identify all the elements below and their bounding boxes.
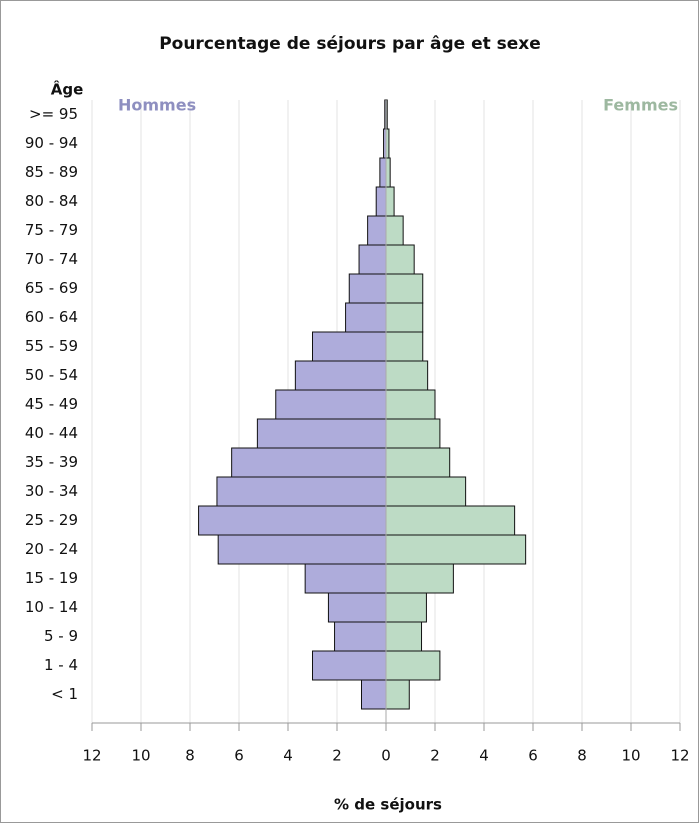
bar bbox=[385, 563, 454, 594]
y-tick-label: 1 - 4 bbox=[44, 656, 78, 674]
y-tick-label: 80 - 84 bbox=[25, 192, 78, 210]
bar bbox=[275, 389, 387, 420]
x-tick-label: 10 bbox=[621, 747, 640, 765]
x-tick-label: 4 bbox=[283, 747, 293, 765]
bar bbox=[198, 505, 387, 536]
bar bbox=[385, 215, 404, 246]
bar bbox=[304, 563, 387, 594]
y-tick-label: 35 - 39 bbox=[25, 453, 78, 471]
bar bbox=[385, 505, 516, 536]
x-tick-label: 0 bbox=[381, 747, 391, 765]
bar bbox=[358, 244, 387, 275]
bar bbox=[385, 273, 424, 304]
bar bbox=[361, 679, 387, 710]
bar bbox=[256, 418, 387, 449]
bar bbox=[217, 534, 387, 565]
bar bbox=[385, 650, 441, 681]
x-tick-label: 6 bbox=[528, 747, 538, 765]
bar bbox=[385, 389, 436, 420]
y-tick-label: 5 - 9 bbox=[44, 627, 78, 645]
legend-label: Hommes bbox=[118, 96, 196, 115]
bar bbox=[385, 447, 451, 478]
y-tick-label: 55 - 59 bbox=[25, 337, 78, 355]
x-tick-label: 4 bbox=[479, 747, 489, 765]
x-tick-label: 10 bbox=[131, 747, 150, 765]
bar bbox=[385, 621, 423, 652]
bar bbox=[385, 244, 415, 275]
y-tick-label: >= 95 bbox=[29, 105, 78, 123]
bar bbox=[379, 157, 387, 188]
x-tick-label: 12 bbox=[670, 747, 689, 765]
bar bbox=[385, 331, 424, 362]
y-tick-label: < 1 bbox=[51, 685, 78, 703]
bar bbox=[385, 157, 391, 188]
bar bbox=[385, 679, 410, 710]
y-tick-label: 60 - 64 bbox=[25, 308, 78, 326]
y-tick-label: 90 - 94 bbox=[25, 134, 78, 152]
y-tick-label: 85 - 89 bbox=[25, 163, 78, 181]
bar bbox=[385, 592, 427, 623]
bar bbox=[385, 534, 527, 565]
bar bbox=[385, 302, 424, 333]
y-axis-label: Âge bbox=[51, 80, 84, 99]
x-tick-label: 8 bbox=[185, 747, 195, 765]
y-tick-label: 40 - 44 bbox=[25, 424, 78, 442]
bar bbox=[312, 331, 387, 362]
x-tick-label: 8 bbox=[577, 747, 587, 765]
y-tick-label: 50 - 54 bbox=[25, 366, 78, 384]
bar bbox=[216, 476, 387, 507]
bar bbox=[312, 650, 387, 681]
x-tick-label: 2 bbox=[430, 747, 440, 765]
y-tick-label: 10 - 14 bbox=[25, 598, 78, 616]
y-tick-label: 15 - 19 bbox=[25, 569, 78, 587]
bar bbox=[334, 621, 387, 652]
chart-title: Pourcentage de séjours par âge et sexe bbox=[159, 34, 541, 54]
y-tick-label: 30 - 34 bbox=[25, 482, 78, 500]
y-tick-label: 45 - 49 bbox=[25, 395, 78, 413]
bar bbox=[385, 418, 441, 449]
x-tick-label: 6 bbox=[234, 747, 244, 765]
bar bbox=[294, 360, 387, 391]
bar bbox=[367, 215, 387, 246]
x-tick-label: 2 bbox=[332, 747, 342, 765]
y-tick-label: 75 - 79 bbox=[25, 221, 78, 239]
legend-label: Femmes bbox=[603, 96, 678, 115]
bar bbox=[375, 186, 387, 217]
bar bbox=[385, 186, 395, 217]
y-tick-label: 20 - 24 bbox=[25, 540, 78, 558]
bar bbox=[385, 476, 467, 507]
bar bbox=[385, 360, 429, 391]
y-tick-label: 25 - 29 bbox=[25, 511, 78, 529]
bar bbox=[348, 273, 387, 304]
y-tick-label: 65 - 69 bbox=[25, 279, 78, 297]
x-tick-label: 12 bbox=[82, 747, 101, 765]
x-axis-label: % de séjours bbox=[334, 796, 442, 814]
bar bbox=[345, 302, 387, 333]
bar bbox=[327, 592, 387, 623]
bar bbox=[231, 447, 387, 478]
y-tick-label: 70 - 74 bbox=[25, 250, 78, 268]
